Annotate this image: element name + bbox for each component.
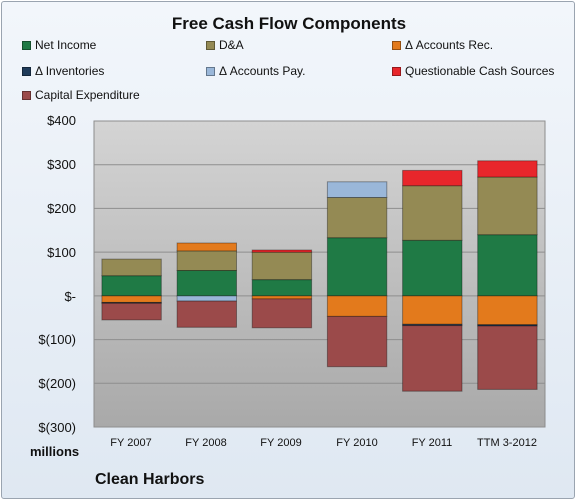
legend-swatch-da	[206, 40, 215, 50]
legend-item-questionable: Questionable Cash Sources	[392, 64, 554, 78]
legend-swatch-capex	[22, 90, 31, 100]
legend-swatch-accounts-pay	[206, 66, 215, 76]
legend-item-accounts-rec: Δ Accounts Rec.	[392, 38, 493, 52]
bar-segment	[176, 242, 238, 252]
legend-label: Net Income	[35, 38, 97, 52]
legend-item-inventories: Δ Inventories	[22, 64, 104, 78]
x-tick-label: FY 2010	[336, 437, 378, 449]
bar-segment	[477, 295, 538, 326]
y-tick-label: $(200)	[38, 376, 76, 391]
chart-title: Free Cash Flow Components	[171, 14, 407, 33]
bar-segment	[101, 275, 162, 297]
bar-segment	[101, 302, 162, 321]
legend-label: Δ Accounts Pay.	[219, 64, 306, 78]
bar-series	[101, 160, 538, 392]
bar-segment	[477, 234, 538, 297]
y-tick-label: $-	[64, 289, 76, 304]
bar-segment	[402, 185, 463, 241]
x-tick-label: FY 2009	[260, 437, 302, 449]
legend-swatch-accounts-rec	[392, 40, 401, 50]
bar-segment	[176, 300, 238, 328]
legend-label: Δ Inventories	[35, 64, 105, 78]
legend-item-net-income: Net Income	[22, 38, 96, 52]
bar-segment	[477, 176, 538, 236]
legend-swatch-net-income	[22, 40, 31, 50]
bar-segment	[402, 169, 463, 187]
y-tick-label: $(300)	[38, 420, 76, 435]
bar-segment	[101, 258, 162, 277]
bar-segment	[477, 325, 538, 390]
gridlines	[94, 120, 545, 428]
bar-segment	[251, 279, 313, 297]
x-tick-label: FY 2008	[185, 437, 227, 449]
legend-swatch-inventories	[22, 66, 31, 76]
bar-segment	[477, 160, 538, 178]
bar-segment	[176, 295, 238, 302]
bar-segment	[326, 237, 388, 297]
bar-segment	[101, 295, 162, 303]
y-tick-label: $(100)	[38, 332, 76, 347]
company-label: Clean Harbors	[95, 471, 205, 488]
x-tick-label: TTM 3-2012	[477, 437, 537, 449]
y-tick-label: $200	[47, 201, 76, 216]
bar-segment	[402, 323, 463, 327]
bar-segment	[326, 295, 388, 317]
legend-label: D&A	[219, 38, 244, 52]
y-tick-label: $300	[47, 157, 76, 172]
bar-segment	[176, 270, 238, 297]
y-tick-label: $100	[47, 245, 76, 260]
y-tick-label: $400	[47, 113, 76, 128]
x-tick-label: FY 2007	[110, 437, 152, 449]
legend-label: Capital Expenditure	[35, 88, 140, 102]
legend-item-da: D&A	[206, 38, 244, 52]
bar-segment	[176, 250, 238, 272]
bar-segment	[251, 298, 313, 329]
legend-item-capex: Capital Expenditure	[22, 88, 140, 102]
plot-background	[93, 120, 546, 428]
bar-segment	[251, 249, 313, 253]
units-label: millions	[30, 444, 80, 459]
bar-segment	[326, 315, 388, 368]
bar-segment	[402, 239, 463, 297]
bar-segment	[326, 197, 388, 239]
legend-label: Questionable Cash Sources	[405, 64, 555, 78]
legend-item-accounts-pay: Δ Accounts Pay.	[206, 64, 306, 78]
legend-swatch-questionable	[392, 66, 401, 76]
legend-label: Δ Accounts Rec.	[405, 38, 494, 52]
bar-segment	[326, 181, 388, 199]
bar-segment	[251, 251, 313, 281]
bar-segment	[402, 325, 463, 392]
bar-segment	[402, 295, 463, 325]
x-tick-label: FY 2011	[411, 437, 453, 449]
